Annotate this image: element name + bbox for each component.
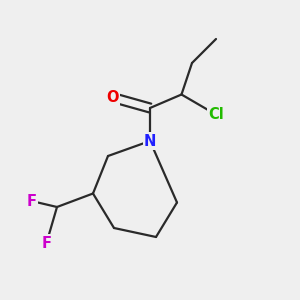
Text: F: F <box>26 194 37 208</box>
Text: Cl: Cl <box>208 107 224 122</box>
Text: O: O <box>106 90 119 105</box>
Text: F: F <box>41 236 52 250</box>
Text: N: N <box>144 134 156 148</box>
